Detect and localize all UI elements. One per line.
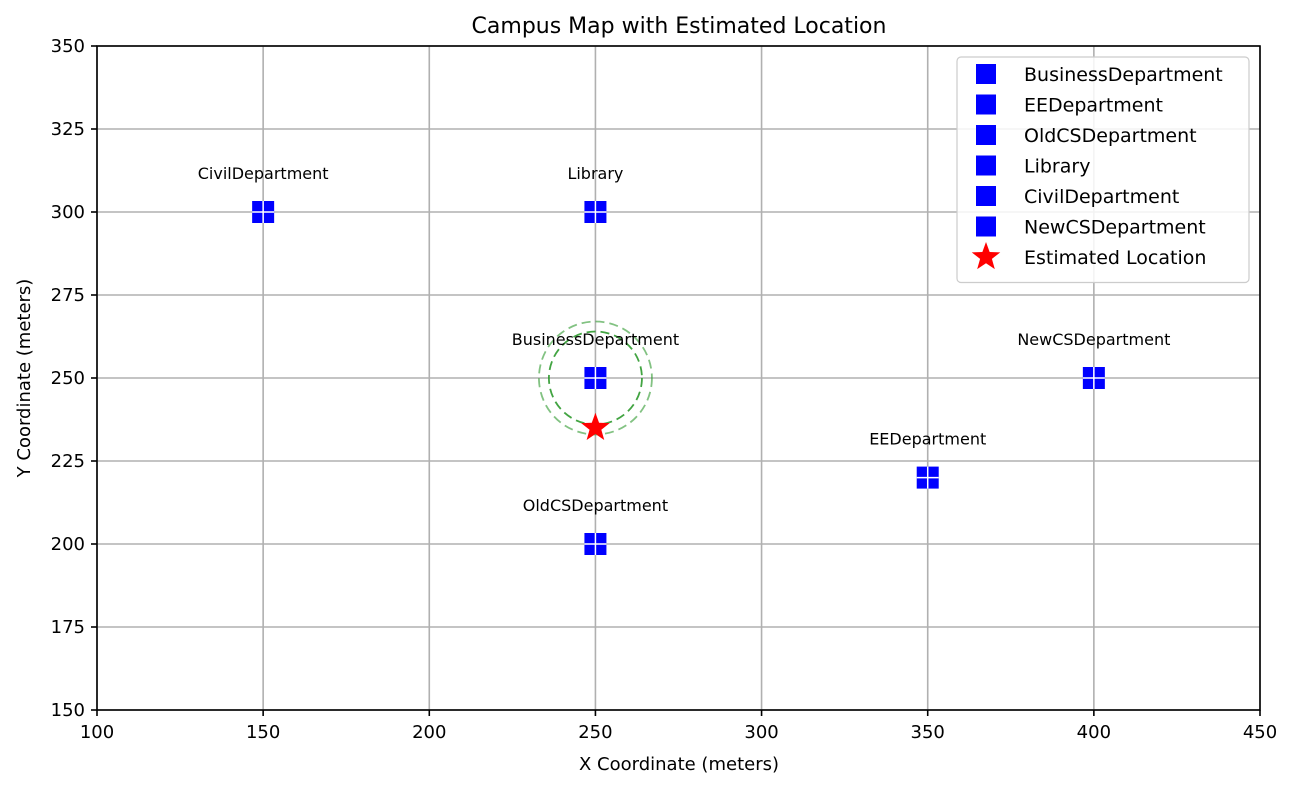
legend-square-marker — [976, 155, 996, 176]
y-tick-label: 300 — [51, 202, 85, 223]
x-axis-label: X Coordinate (meters) — [579, 754, 779, 775]
x-tick-label: 250 — [578, 722, 612, 743]
x-tick-label: 150 — [246, 722, 280, 743]
y-tick-label: 250 — [51, 368, 85, 389]
uncertainty-circle — [538, 320, 653, 436]
building-label: EEDepartment — [869, 430, 986, 449]
y-tick-label: 225 — [51, 451, 85, 472]
building-label: OldCSDepartment — [523, 496, 668, 515]
y-tick-label: 275 — [51, 285, 85, 306]
building-label: NewCSDepartment — [1017, 330, 1170, 349]
legend-entry-label: NewCSDepartment — [1024, 217, 1206, 239]
building-labels: BusinessDepartment EEDepartment OldCSDepar… — [198, 164, 1171, 515]
building-label: BusinessDepartment — [512, 330, 679, 349]
legend-entry-label: Library — [1024, 156, 1090, 178]
y-tick-label: 350 — [51, 36, 85, 57]
estimated-location-layer — [581, 412, 610, 440]
legend-square-marker — [976, 64, 996, 84]
x-tick-label: 300 — [744, 722, 778, 743]
legend-square-marker — [976, 186, 996, 206]
legend-square-marker — [976, 125, 996, 145]
legend-square-marker — [976, 216, 996, 237]
building-label: CivilDepartment — [198, 164, 329, 183]
x-tick-label: 400 — [1077, 722, 1111, 743]
legend-star-marker — [971, 242, 1001, 270]
y-tick-label: 200 — [51, 534, 85, 555]
legend: BusinessDepartment EEDepartment OldCSDepar… — [956, 56, 1250, 284]
y-tick-label: 150 — [51, 700, 85, 721]
legend-entry-label: Estimated Location — [1024, 247, 1206, 269]
y-axis-label: Y Coordinate (meters) — [14, 279, 35, 479]
legend-entry-label: EEDepartment — [1024, 95, 1163, 117]
building-label: Library — [567, 164, 623, 183]
legend-box — [956, 56, 1250, 284]
y-tick-label: 175 — [51, 617, 85, 638]
legend-square-marker — [976, 94, 996, 115]
y-tick-label: 325 — [51, 119, 85, 140]
estimated-location-star — [581, 412, 610, 440]
building-markers — [252, 201, 1105, 555]
chart-title: Campus Map with Estimated Location — [472, 14, 887, 39]
legend-entry-label: BusinessDepartment — [1024, 64, 1223, 86]
legend-entry-label: CivilDepartment — [1024, 186, 1179, 208]
x-tick-label: 450 — [1243, 722, 1277, 743]
x-tick-label: 350 — [911, 722, 945, 743]
x-tick-label: 200 — [412, 722, 446, 743]
legend-entry-label: OldCSDepartment — [1024, 125, 1197, 147]
x-tick-label: 100 — [80, 722, 114, 743]
axis-ticks: 100 150 200 250 300 350 400 4501501752002252502… — [51, 36, 1278, 743]
